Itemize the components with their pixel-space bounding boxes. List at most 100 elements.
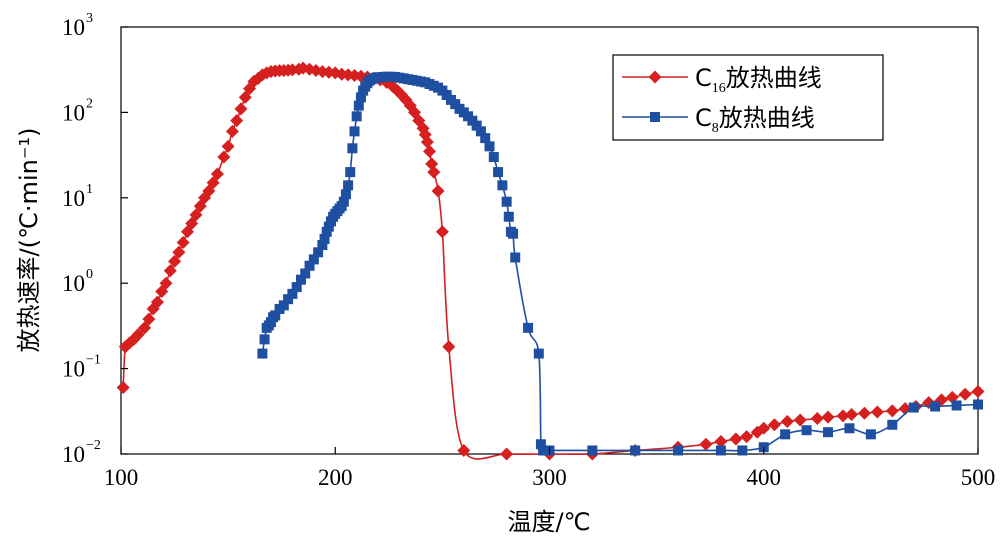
x-axis-label: 温度/℃ [507,508,590,536]
legend-label-c8-rest: 放热曲线 [719,104,815,132]
data-point-1-31 [347,143,358,154]
y-tick-base-4: 10 [62,100,85,125]
series-1 [257,71,983,456]
data-point-0-17 [189,208,203,222]
data-point-1-85 [630,445,641,456]
y-tick-exp-4: 2 [86,96,93,111]
data-point-0-12 [168,254,182,268]
data-point-0-25 [225,124,239,138]
data-point-0-65 [423,144,437,158]
y-tick-label-5: 10 3 [62,11,93,40]
data-point-0-79 [729,432,743,446]
y-tick-label-1: 10 −1 [62,353,101,382]
data-point-1-33 [351,111,362,122]
data-point-0-71 [457,443,471,457]
legend-label-c8-sub: 8 [712,121,719,136]
y-tick-base-0: 10 [62,442,85,467]
data-point-1-70 [488,152,499,163]
data-point-1-90 [780,429,791,440]
data-point-0-90 [857,406,871,420]
data-point-0-69 [435,225,449,239]
x-tick-label-3: 400 [747,465,782,490]
data-point-1-76 [508,228,519,239]
data-point-0-4 [131,328,145,342]
data-point-0-99 [971,384,985,398]
legend-label-c16: C16放热曲线 [695,64,822,96]
y-tick-label-4: 10 2 [62,96,93,125]
data-point-0-92 [885,404,899,418]
data-point-0-5 [138,321,152,335]
data-point-0-85 [793,413,807,427]
data-point-0-89 [845,408,859,422]
data-point-0-27 [234,102,248,116]
y-axis-label: 放热速率/(℃·min⁻¹) [15,128,43,353]
data-point-1-74 [503,211,514,222]
data-point-0-23 [217,150,231,164]
data-point-1-77 [510,252,521,263]
data-point-1-29 [343,180,354,191]
y-tick-exp-0: −2 [86,438,101,453]
legend-item-c8: C8放热曲线 [622,104,815,136]
y-tick-label-0: 10 −2 [62,438,101,467]
legend: C16放热曲线 C8放热曲线 [612,54,884,141]
data-point-1-78 [523,322,534,333]
data-point-0-88 [836,409,850,423]
data-point-1-91 [801,425,812,436]
data-point-1-93 [844,423,855,434]
legend-marker-c16 [648,70,662,84]
data-point-1-73 [501,196,512,207]
legend-label-c16-main: C [695,64,712,92]
data-point-0-6 [142,312,156,326]
data-point-0-70 [442,340,456,354]
x-tick-label-1: 200 [318,465,353,490]
legend-label-c16-rest: 放热曲线 [726,64,822,92]
legend-item-c16: C16放热曲线 [622,64,822,96]
data-point-0-64 [420,135,434,149]
data-point-1-32 [349,126,360,137]
data-point-1-30 [345,167,356,178]
data-point-1-95 [887,419,898,430]
data-point-1-98 [951,400,962,411]
data-point-0-21 [206,176,220,190]
data-point-0-10 [159,276,173,290]
y-tick-label-3: 10 1 [62,182,93,211]
data-point-0-78 [714,435,728,449]
data-point-0-28 [238,90,252,104]
data-point-1-13 [300,268,311,279]
data-point-1-92 [823,427,834,438]
data-point-0-26 [230,114,244,128]
y-tick-exp-2: 0 [86,267,93,282]
x-tick-label-4: 500 [961,465,996,490]
legend-label-c8-main: C [695,104,712,132]
legend-label-c16-sub: 16 [712,81,726,96]
data-point-0-80 [740,430,754,444]
data-point-0-11 [163,264,177,278]
series-0 [116,61,985,461]
data-point-0-82 [757,421,771,435]
y-tick-base-2: 10 [62,271,85,296]
data-point-1-86 [673,445,684,456]
data-point-1-1 [259,334,270,345]
data-point-1-88 [737,445,748,456]
data-point-1-79 [533,348,544,359]
data-point-0-13 [172,245,186,259]
data-point-0-24 [221,139,235,153]
y-tick-base-5: 10 [62,15,85,40]
legend-label-c8: C8放热曲线 [695,104,815,136]
data-point-0-77 [699,437,713,451]
legend-box [612,54,884,141]
legend-marker-c8 [650,112,660,122]
data-point-0-22 [210,167,224,181]
data-point-0-91 [870,405,884,419]
y-tick-base-3: 10 [62,186,85,211]
data-point-0-98 [958,387,972,401]
y-tick-base-1: 10 [62,357,85,382]
data-point-0-8 [150,295,164,309]
data-point-1-94 [865,429,876,440]
x-tick-label-2: 300 [532,465,567,490]
data-point-0-84 [780,415,794,429]
data-point-1-99 [973,399,983,410]
data-point-1-0 [257,348,268,359]
